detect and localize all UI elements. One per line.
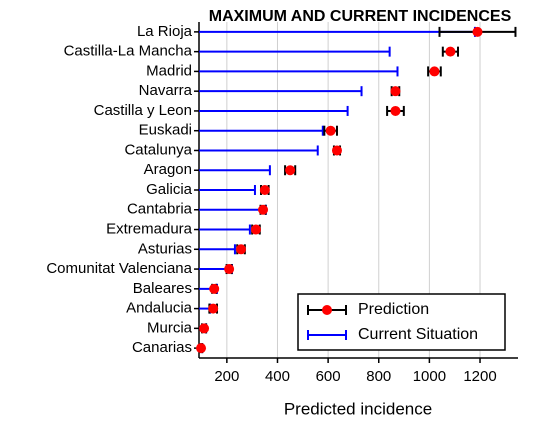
prediction-dot bbox=[325, 125, 336, 136]
y-tick-label: Navarra bbox=[139, 82, 193, 99]
prediction-dot bbox=[208, 303, 219, 314]
legend-symbol bbox=[322, 305, 332, 315]
prediction-dot bbox=[445, 46, 456, 57]
y-tick-label: Andalucia bbox=[126, 300, 193, 317]
y-tick-label: La Rioja bbox=[137, 23, 193, 40]
prediction-dot bbox=[196, 343, 207, 354]
x-tick-label: 800 bbox=[366, 368, 391, 385]
prediction-dot bbox=[390, 86, 401, 97]
y-tick-label: Murcia bbox=[147, 319, 193, 336]
y-tick-label: Castilla-La Mancha bbox=[64, 43, 193, 60]
y-tick-label: Madrid bbox=[146, 62, 192, 79]
prediction-dot bbox=[236, 244, 247, 255]
y-tick-label: Comunitat Valenciana bbox=[46, 260, 192, 277]
prediction-dot bbox=[390, 105, 401, 116]
y-tick-label: Asturias bbox=[138, 240, 192, 257]
legend-label: Current Situation bbox=[358, 326, 478, 343]
x-tick-label: 1200 bbox=[463, 368, 496, 385]
y-tick-label: Cantabria bbox=[127, 201, 193, 218]
x-tick-label: 1000 bbox=[413, 368, 446, 385]
x-axis-label: Predicted incidence bbox=[284, 399, 432, 418]
x-tick-label: 200 bbox=[214, 368, 239, 385]
x-tick-label: 600 bbox=[316, 368, 341, 385]
prediction-dot bbox=[472, 26, 483, 37]
legend-box bbox=[297, 293, 506, 351]
prediction-dot bbox=[331, 145, 342, 156]
prediction-dot bbox=[199, 323, 210, 334]
prediction-dot bbox=[209, 283, 220, 294]
y-tick-label: Euskadi bbox=[139, 122, 192, 139]
legend-label: Prediction bbox=[358, 301, 429, 318]
y-tick-label: Catalunya bbox=[124, 141, 192, 158]
prediction-dot bbox=[224, 264, 235, 275]
y-tick-label: Canarias bbox=[132, 339, 192, 356]
prediction-dot bbox=[250, 224, 261, 235]
prediction-dot bbox=[285, 165, 296, 176]
y-tick-label: Baleares bbox=[133, 280, 192, 297]
chart-title: MAXIMUM AND CURRENT INCIDENCES bbox=[209, 8, 512, 25]
y-tick-label: Extremadura bbox=[106, 220, 193, 237]
prediction-dot bbox=[429, 66, 440, 77]
y-tick-label: Castilla y Leon bbox=[94, 102, 192, 119]
prediction-dot bbox=[259, 185, 270, 195]
y-tick-label: Galicia bbox=[146, 181, 193, 198]
prediction-dot bbox=[258, 204, 269, 215]
y-tick-label: Aragon bbox=[144, 161, 192, 178]
x-tick-label: 400 bbox=[265, 368, 290, 385]
